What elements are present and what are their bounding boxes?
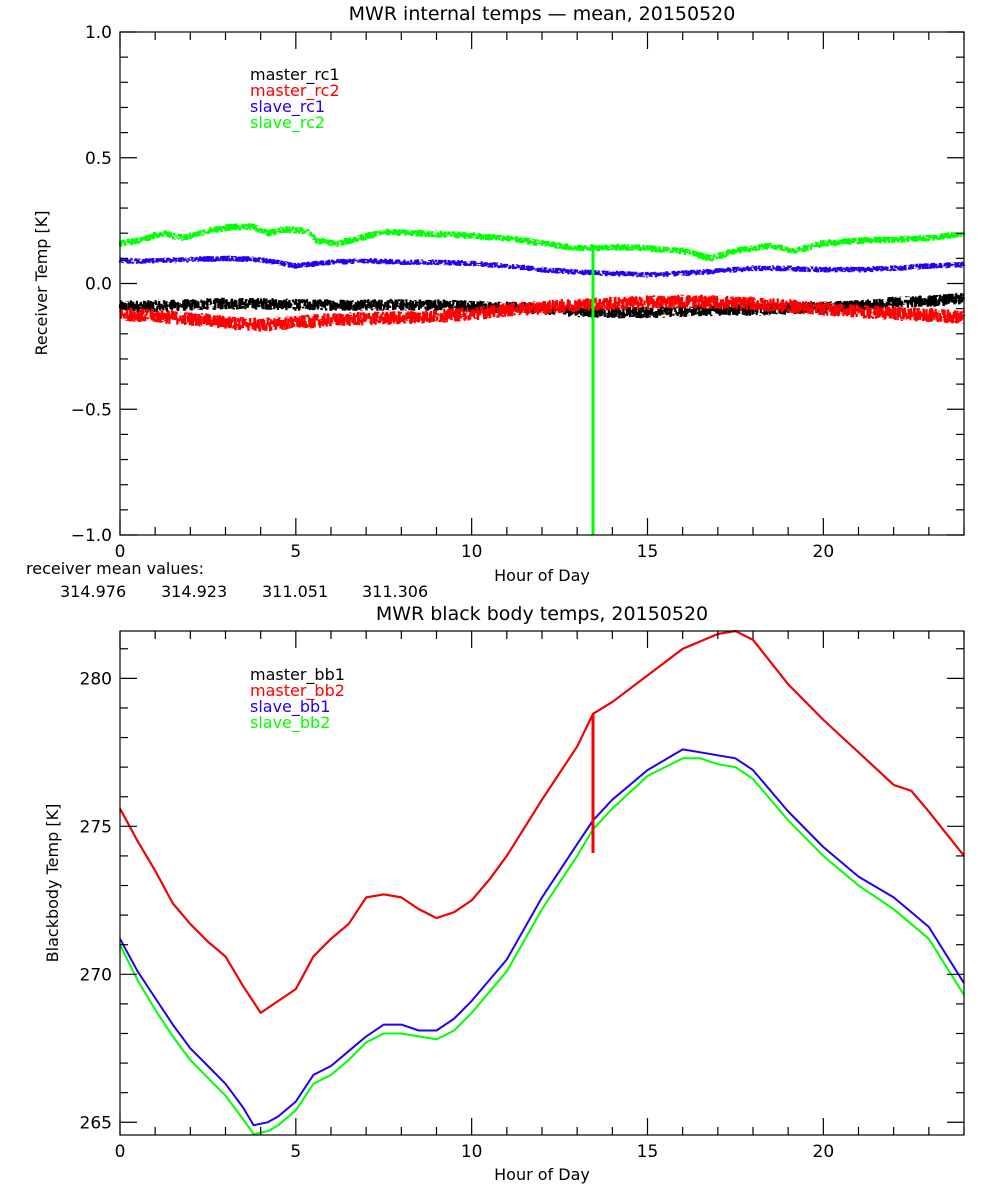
receiver-mean-values: 314.976 314.923 311.051 311.306 bbox=[60, 582, 428, 601]
series-slave_rc1 bbox=[118, 255, 966, 278]
series-master_bb2 bbox=[119, 630, 965, 1014]
x-tick-label: 20 bbox=[813, 1142, 835, 1162]
series-master_bb1 bbox=[119, 630, 965, 1014]
mean-value-slave_rc2: 311.306 bbox=[362, 582, 428, 601]
legend-entry-master_bb2: master_bb2 bbox=[250, 681, 345, 701]
legend-entry-slave_rc2: slave_rc2 bbox=[250, 113, 325, 133]
receiver-plot-frame bbox=[119, 31, 965, 536]
x-tick-label: 0 bbox=[115, 542, 126, 562]
x-tick-label: 15 bbox=[637, 542, 659, 562]
blackbody-temp-plot: 0 5 10 15 20 265 270 275 280 master_bb1master_bb2… bbox=[80, 630, 965, 1162]
y-tick-label: 270 bbox=[80, 965, 112, 985]
y-tick-label: −1.0 bbox=[71, 526, 112, 546]
receiver-mean-label: receiver mean values: bbox=[26, 559, 204, 578]
top-y-axis-title: Receiver Temp [K] bbox=[32, 210, 51, 355]
top-chart-title: MWR internal temps — mean, 20150520 bbox=[349, 3, 736, 25]
mean-value-master_rc1: 314.976 bbox=[60, 582, 126, 601]
bottom-y-axis-title: Blackbody Temp [K] bbox=[43, 804, 62, 963]
x-tick-label: 5 bbox=[290, 1142, 301, 1162]
y-tick-label: −0.5 bbox=[71, 400, 112, 420]
legend-entry-master_rc2: master_rc2 bbox=[250, 81, 340, 101]
y-tick-label: 0.5 bbox=[85, 149, 112, 169]
y-tick-label: 275 bbox=[80, 817, 112, 837]
series-slave_rc2 bbox=[118, 223, 966, 262]
x-tick-label: 20 bbox=[813, 542, 835, 562]
legend-entry-slave_bb2: slave_bb2 bbox=[250, 713, 330, 733]
x-tick-label: 10 bbox=[461, 1142, 483, 1162]
series-slave_bb1 bbox=[119, 748, 965, 1127]
x-tick-label: 0 bbox=[115, 1142, 126, 1162]
y-tick-label: 0.0 bbox=[85, 275, 112, 295]
y-tick-label: 280 bbox=[80, 669, 112, 689]
blackbody-plot-frame bbox=[119, 630, 965, 1136]
bottom-chart-title: MWR black body temps, 20150520 bbox=[376, 603, 708, 625]
bottom-x-axis-title: Hour of Day bbox=[494, 1165, 590, 1184]
y-tick-label: 1.0 bbox=[85, 23, 112, 43]
x-tick-label: 10 bbox=[461, 542, 483, 562]
legend-entry-slave_rc1: slave_rc1 bbox=[250, 97, 325, 117]
legend-entry-master_rc1: master_rc1 bbox=[250, 65, 340, 85]
y-tick-label: 265 bbox=[80, 1113, 112, 1133]
x-tick-label: 15 bbox=[637, 1142, 659, 1162]
receiver-temp-plot: 0 5 10 15 20 −1.0 −0.5 0.0 0.5 1.0 master_rc1maste… bbox=[71, 23, 966, 562]
legend-entry-slave_bb1: slave_bb1 bbox=[250, 697, 330, 717]
mean-value-slave_rc1: 311.051 bbox=[262, 582, 328, 601]
series-slave_bb2 bbox=[119, 757, 965, 1136]
top-x-axis-title: Hour of Day bbox=[494, 566, 590, 585]
legend-entry-master_bb1: master_bb1 bbox=[250, 665, 345, 685]
x-tick-label: 5 bbox=[290, 542, 301, 562]
mean-value-master_rc2: 314.923 bbox=[161, 582, 227, 601]
